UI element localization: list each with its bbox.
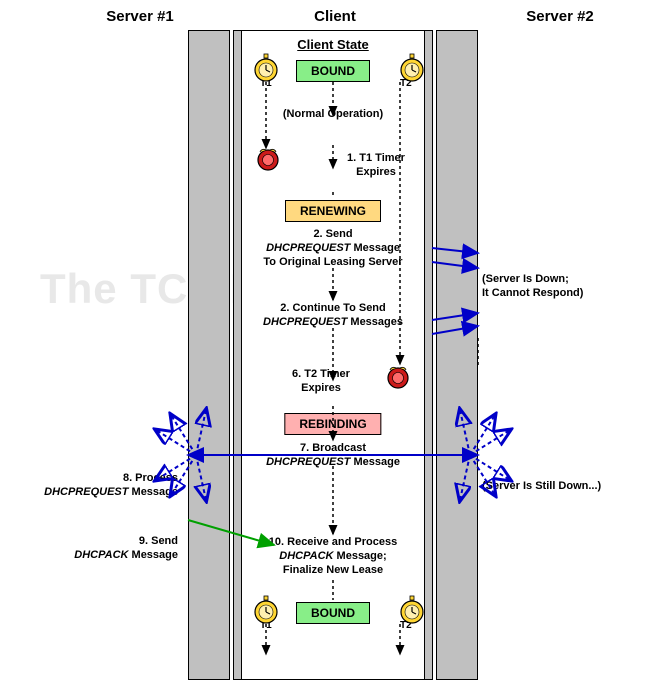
- note-right-1: (Server Is Still Down...): [482, 480, 632, 494]
- step-3: 2. Continue To SendDHCPREQUEST Messages: [251, 302, 415, 330]
- step-4: 6. T2 TimerExpires: [261, 368, 381, 396]
- client-state-header: Client State: [242, 37, 424, 52]
- note-left-1: 9. SendDHCPACK Message: [20, 535, 178, 563]
- note-right-0: (Server Is Down;It Cannot Respond): [482, 273, 632, 301]
- server2-bg: [436, 30, 478, 680]
- server1-bg: [188, 30, 230, 680]
- server1-column: [188, 30, 230, 680]
- server1-header: Server #1: [70, 8, 210, 25]
- step-2: 2. SendDHCPREQUEST MessageTo Original Le…: [251, 228, 415, 269]
- client-inner: Client State: [241, 30, 425, 680]
- state-bound-3: BOUND: [296, 602, 370, 624]
- note-left-0: 8. ProcessDHCPREQUEST Message: [20, 472, 178, 500]
- state-bound-0: BOUND: [296, 60, 370, 82]
- state-renewing-1: RENEWING: [285, 200, 381, 222]
- step-0: (Normal Operation): [251, 108, 415, 122]
- client-column: Client State: [233, 30, 433, 680]
- step-1: 1. T1 TimerExpires: [331, 152, 421, 180]
- t1-top-label: T1: [260, 78, 272, 89]
- step-5: 7. BroadcastDHCPREQUEST Message: [251, 442, 415, 470]
- server2-column: [436, 30, 478, 680]
- client-header: Client: [290, 8, 380, 25]
- t2-bot-label: T2: [400, 620, 412, 631]
- t2-top-label: T2: [400, 78, 412, 89]
- t1-bot-label: T1: [260, 620, 272, 631]
- server2-header: Server #2: [490, 8, 630, 25]
- step-6: 10. Receive and ProcessDHCPACK Message;F…: [251, 536, 415, 577]
- state-rebinding-2: REBINDING: [284, 413, 381, 435]
